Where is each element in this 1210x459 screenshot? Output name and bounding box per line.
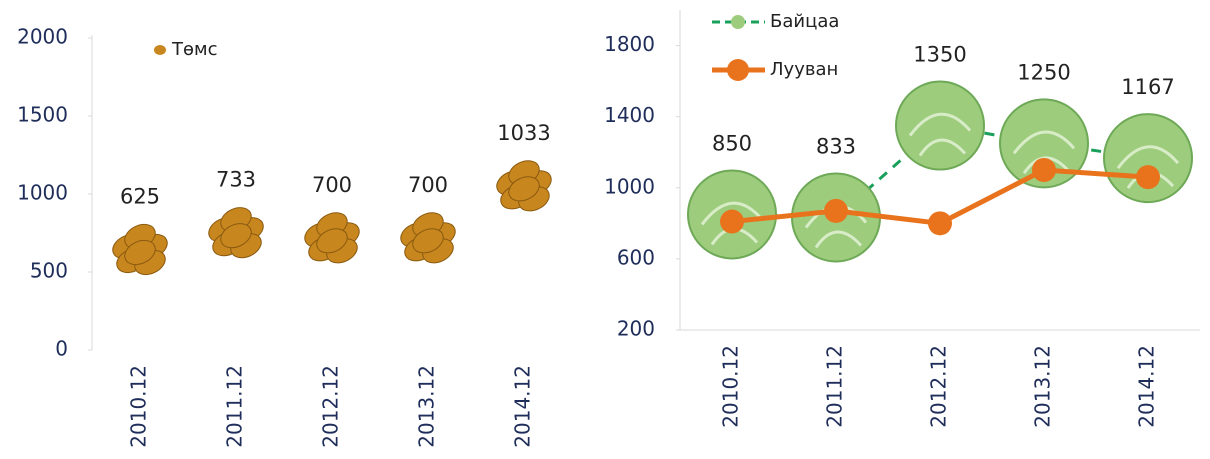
legend-potato [154,45,166,55]
y-tick-label: 200 [617,317,655,341]
y-tick-label: 1000 [17,181,68,205]
data-label: 733 [216,168,256,192]
point [928,211,952,236]
x-tick-label: 2011.12 [223,365,247,448]
cabbage-vein [908,112,972,157]
data-label: 850 [712,131,752,155]
point [824,198,848,223]
potato-mark [112,223,168,276]
x-tick-label: 2013.12 [1031,345,1055,428]
cabbage-mark [895,80,985,171]
point [720,209,744,234]
cabbage-vein [1012,130,1076,175]
potato [220,223,252,249]
y-tick-label: 0 [55,337,68,361]
cabbage [1103,113,1193,204]
data-label: 1350 [913,43,966,67]
potato [316,228,348,254]
potato [412,228,444,254]
cabbage [895,80,985,171]
potato [508,176,540,202]
point [1136,165,1160,190]
data-label: 700 [312,173,352,197]
cabbage [999,98,1089,189]
legend-marker [727,59,749,81]
point [1032,158,1056,182]
potato [124,239,156,266]
y-tick-label: 2000 [17,25,68,49]
data-label: 833 [816,134,856,158]
x-tick-label: 2014.12 [1135,345,1159,428]
data-label: 1167 [1121,75,1174,99]
x-tick-label: 2012.12 [319,365,343,448]
potato-mark [400,212,456,264]
legend-marker [731,15,745,29]
x-tick-label: 2010.12 [127,365,151,448]
x-tick-label: 2013.12 [415,365,439,448]
legend-label: Төмс [171,39,217,60]
legend-label: Лууван [770,59,838,80]
legend-label: Байцаа [770,11,839,32]
y-tick-label: 600 [617,245,655,269]
x-tick-label: 2010.12 [719,345,743,428]
potato-mark [208,207,264,259]
legend-icon [154,45,166,55]
potato-mark [496,160,552,212]
x-tick-label: 2011.12 [823,345,847,428]
x-tick-label: 2012.12 [927,345,951,428]
data-label: 700 [408,173,448,197]
y-tick-label: 1400 [604,103,655,127]
data-label: 625 [120,185,160,209]
potato-mark [304,212,360,264]
data-label: 1250 [1017,60,1070,84]
y-tick-label: 1000 [604,174,655,198]
cabbage-mark [1103,113,1193,204]
y-tick-label: 1800 [604,32,655,56]
y-tick-label: 500 [30,259,68,283]
cabbage-mark [999,98,1089,189]
y-tick-label: 1500 [17,103,68,127]
data-label: 1033 [497,121,550,145]
x-tick-label: 2014.12 [511,365,535,448]
